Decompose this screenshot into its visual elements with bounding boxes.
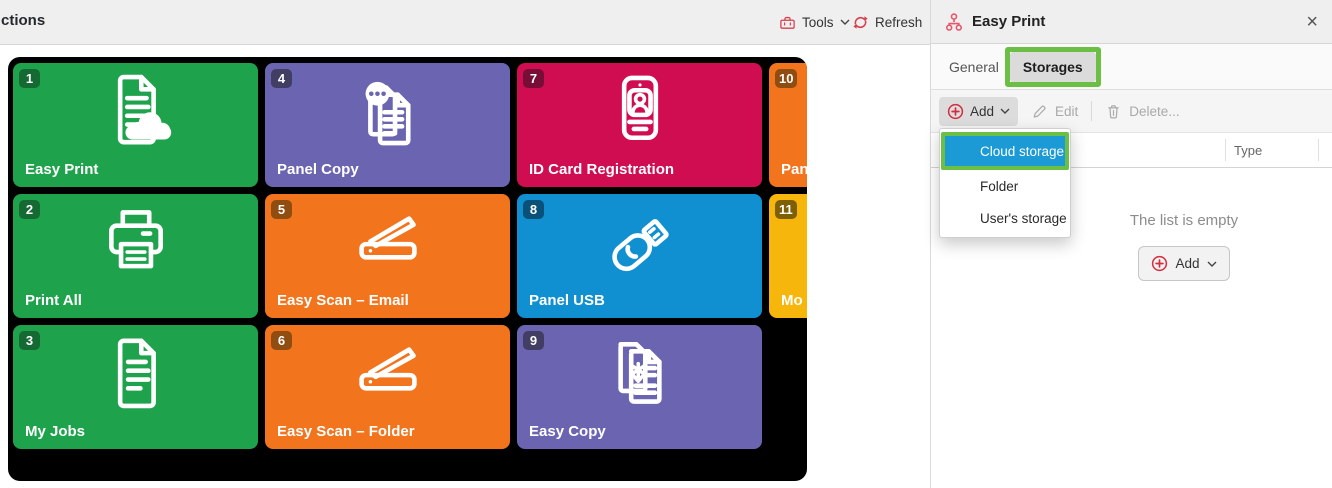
top-toolbar: ctions Tools Refresh	[0, 0, 930, 45]
tile-number-badge: 3	[19, 331, 40, 350]
panel-title: Easy Print	[972, 13, 1046, 30]
chevron-down-icon	[840, 19, 850, 25]
plus-circle-icon	[947, 103, 964, 119]
scanner-icon	[344, 332, 432, 420]
tile-number-badge: 11	[775, 200, 797, 219]
add-dropdown-button[interactable]: Add	[939, 96, 1019, 126]
tile-panel-copy[interactable]: 4 Panel Copy	[265, 63, 510, 187]
tile-label: Print All	[25, 292, 82, 309]
refresh-button[interactable]: Refresh	[852, 0, 922, 44]
document-cloud-icon	[92, 70, 171, 158]
empty-add-dropdown-button[interactable]: Add	[1138, 246, 1230, 281]
tile-label: Easy Print	[25, 161, 99, 178]
copy-arrow-icon	[596, 332, 684, 420]
tools-label: Tools	[802, 14, 834, 30]
terminal-actions-grid: 1 Easy Print 2 Print All	[13, 63, 807, 449]
tile-number-badge: 5	[271, 200, 292, 219]
sitemap-icon	[945, 12, 962, 31]
add-label: Add	[970, 103, 995, 119]
empty-message: The list is empty	[1129, 212, 1239, 229]
printer-icon	[92, 201, 180, 289]
plus-circle-icon	[1152, 255, 1168, 272]
copy-ellipsis-icon	[365, 81, 432, 158]
tile-id-card-registration[interactable]: 7 ID Card Registration	[517, 63, 762, 187]
tile-label: Pan	[781, 161, 807, 178]
storages-toolbar: Add Edit Delete...	[931, 90, 1332, 133]
edit-label: Edit	[1055, 103, 1079, 119]
delete-label: Delete...	[1129, 103, 1180, 119]
tab-storages[interactable]: Storages	[1009, 51, 1096, 82]
panel-header: Easy Print ×	[931, 0, 1332, 44]
document-icon	[92, 332, 180, 420]
terminal-screen-preview: 1 Easy Print 2 Print All	[8, 57, 807, 481]
tile-easy-copy[interactable]: 9 Easy Copy	[517, 325, 762, 449]
column-header-type[interactable]: Type	[1225, 139, 1318, 161]
tile-label: Mo	[781, 292, 803, 309]
chevron-down-icon	[1000, 108, 1010, 114]
tile-label: Panel Copy	[277, 161, 359, 178]
refresh-label: Refresh	[875, 14, 923, 30]
tile-number-badge: 8	[523, 200, 544, 219]
tile-number-badge: 1	[19, 69, 40, 88]
menu-item-cloud-storage[interactable]: Cloud storage	[945, 136, 1065, 166]
tile-number-badge: 7	[523, 69, 544, 88]
easy-print-detail-panel: Easy Print × General Storages Add Edit	[930, 0, 1332, 488]
tile-number-badge: 4	[271, 69, 292, 88]
column-divider	[1318, 139, 1319, 161]
chevron-down-icon	[1207, 261, 1217, 267]
annotation-box-cloud-storage: Cloud storage	[941, 132, 1069, 170]
tile-number-badge: 10	[775, 69, 798, 88]
trash-icon	[1108, 104, 1120, 119]
tile-label: Panel USB	[529, 292, 605, 309]
tile-number-badge: 2	[19, 200, 40, 219]
tile-label: Easy Copy	[529, 423, 606, 440]
edit-button[interactable]: Edit	[1023, 97, 1086, 126]
tile-label: ID Card Registration	[529, 161, 675, 178]
annotation-box-storages: Storages	[1004, 46, 1101, 87]
menu-item-folder[interactable]: Folder	[980, 178, 1019, 194]
toolbox-icon	[780, 16, 795, 29]
tile-easy-scan-email[interactable]: 5 Easy Scan – Email	[265, 194, 510, 318]
toolbar-separator	[1091, 101, 1093, 121]
tile-print-all[interactable]: 2 Print All	[13, 194, 258, 318]
tile-panel-usb[interactable]: 8 Panel USB	[517, 194, 762, 318]
id-card-icon	[596, 70, 684, 158]
tile-clipped-11[interactable]: 11 Mo	[769, 194, 807, 318]
panel-tabs: General Storages	[931, 44, 1332, 90]
storages-table-header: Type	[931, 133, 1332, 168]
close-icon[interactable]: ×	[1306, 10, 1318, 33]
usb-drive-icon	[596, 201, 684, 289]
tile-number-badge: 6	[271, 331, 292, 350]
add-label: Add	[1175, 256, 1200, 271]
tab-general[interactable]: General	[949, 58, 999, 75]
tile-label: Easy Scan – Folder	[277, 423, 415, 440]
tile-number-badge: 9	[523, 331, 544, 350]
pencil-icon	[1033, 105, 1046, 118]
empty-state: The list is empty Add	[984, 212, 1332, 281]
delete-button[interactable]: Delete...	[1097, 97, 1187, 126]
tile-label: My Jobs	[25, 423, 86, 440]
tile-easy-scan-folder[interactable]: 6 Easy Scan – Folder	[265, 325, 510, 449]
refresh-icon	[853, 15, 868, 29]
scanner-icon	[344, 201, 432, 289]
tools-button[interactable]: Tools	[779, 0, 850, 44]
page-title: ctions	[1, 12, 46, 29]
add-dropdown-menu: Cloud storage Folder User's storage	[939, 128, 1071, 238]
tile-label: Easy Scan – Email	[277, 292, 409, 309]
menu-item-users-storage[interactable]: User's storage	[980, 210, 1067, 226]
tile-easy-print[interactable]: 1 Easy Print	[13, 63, 258, 187]
tile-my-jobs[interactable]: 3 My Jobs	[13, 325, 258, 449]
tile-clipped-10[interactable]: 10 Pan	[769, 63, 807, 187]
